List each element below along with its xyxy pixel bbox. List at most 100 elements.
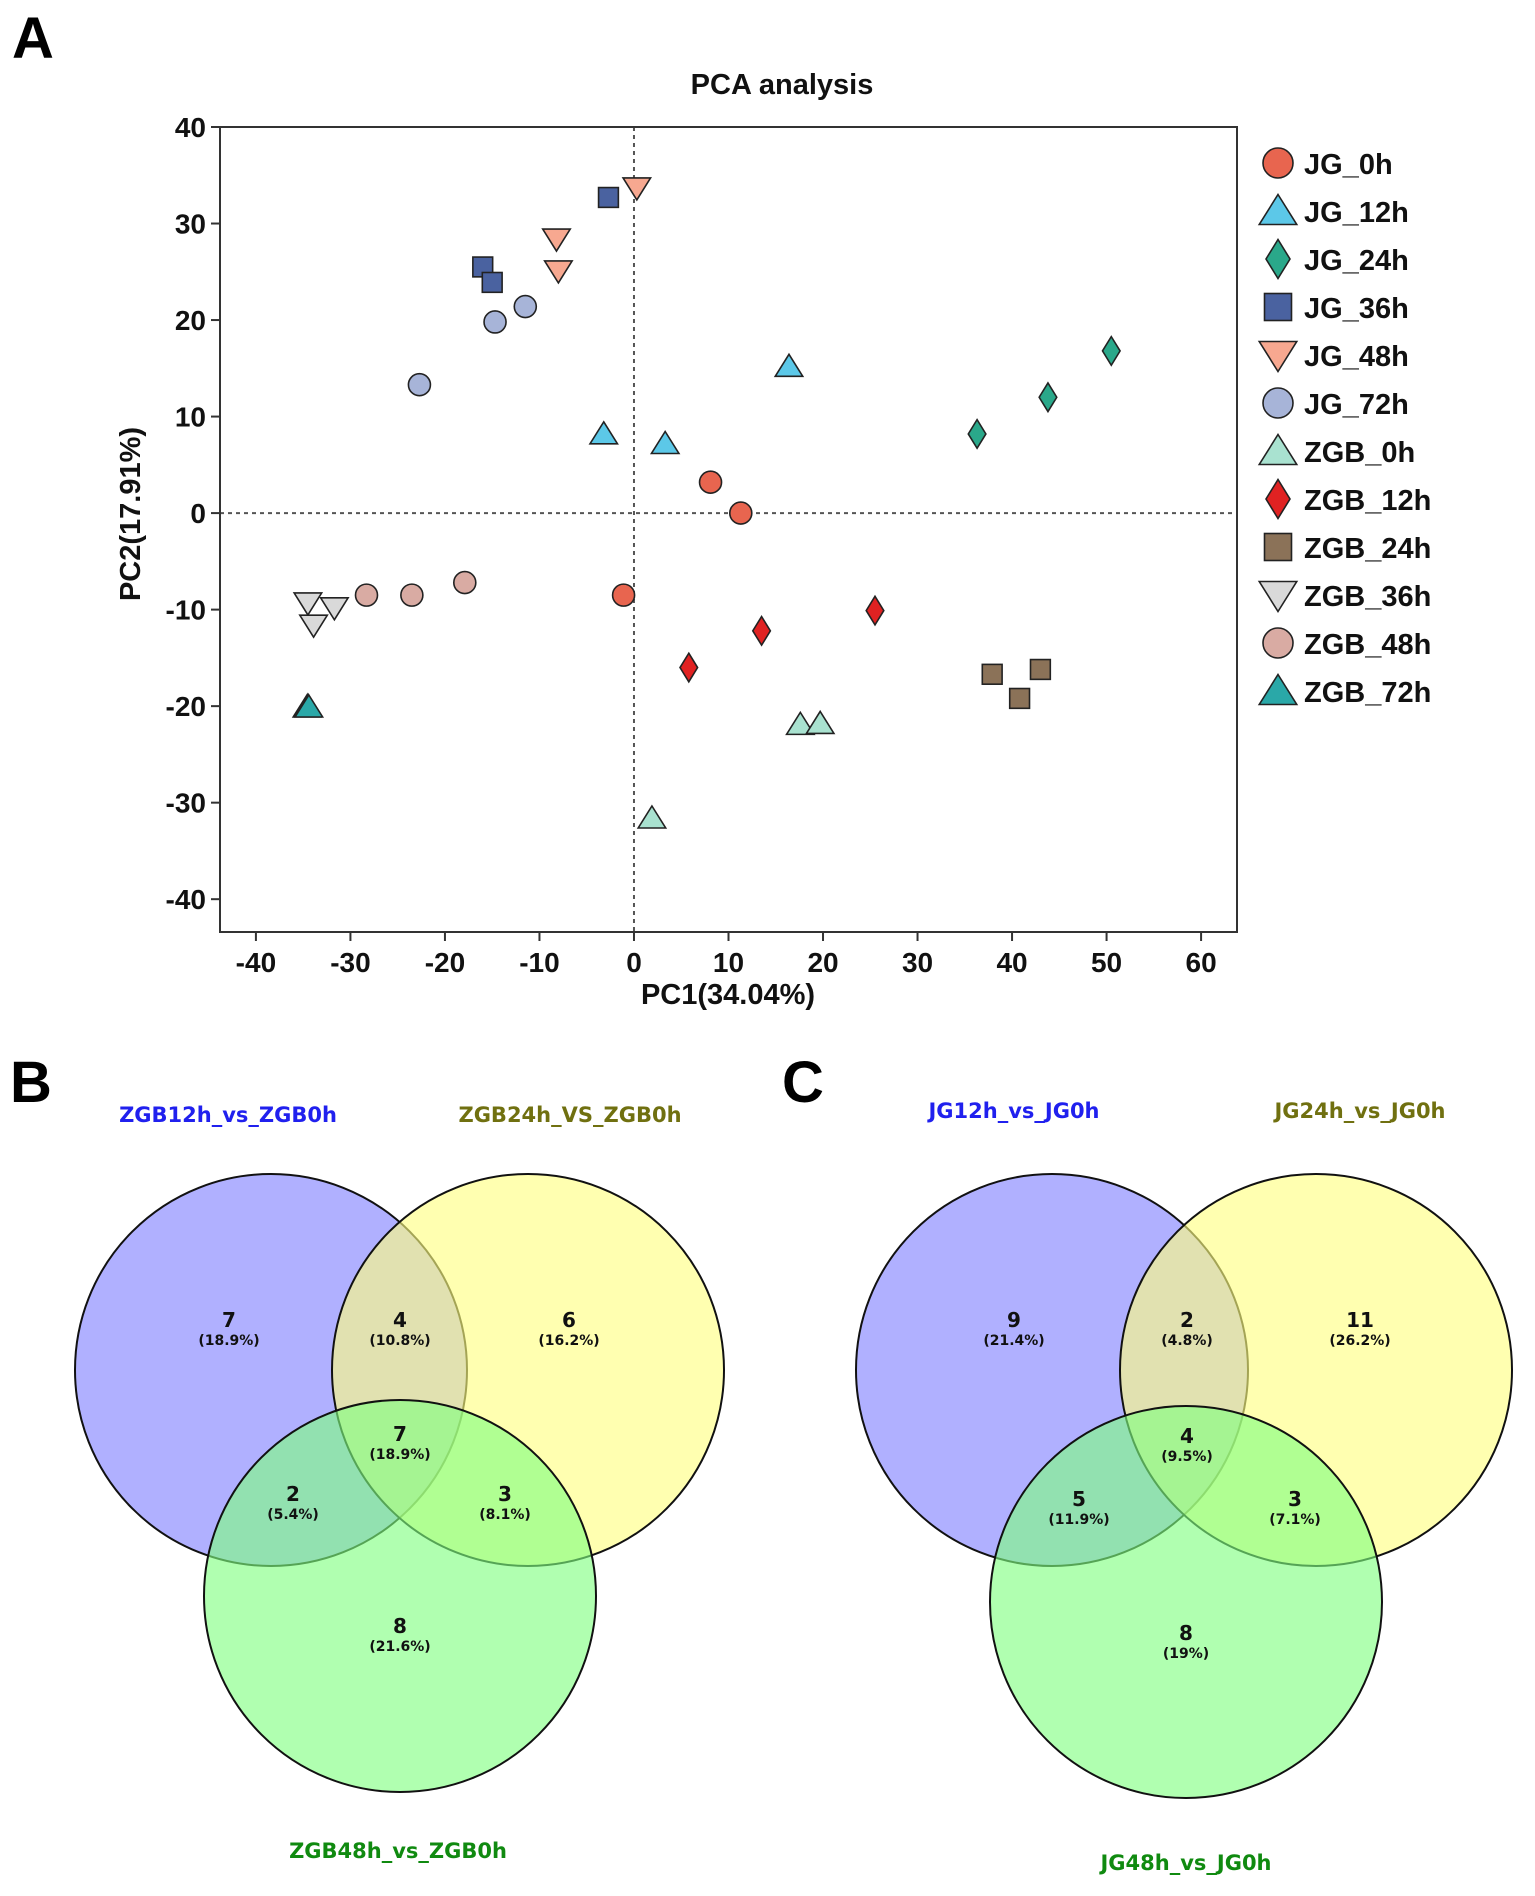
data-point-zgb-36h [298,614,329,639]
legend-marker-jg-48h [1257,340,1299,374]
venn-region-percent: (4.8%) [1161,1333,1213,1349]
venn-region-count: 4 [393,1308,407,1332]
legend-label: JG_72h [1304,389,1409,421]
legend-marker-zgb-24h [1263,532,1293,562]
venn-region-percent: (16.2%) [538,1333,599,1349]
legend-label: ZGB_12h [1304,485,1431,517]
venn-region-percent: (18.9%) [198,1333,259,1349]
legend-marker-jg-72h [1262,387,1294,419]
legend-marker-zgb-0h [1257,432,1299,466]
legend-label: JG_24h [1304,245,1409,277]
y-tick-label: 20 [175,305,206,336]
data-point-jg-72h [407,372,432,397]
data-point-zgb-12h [679,651,699,684]
pca-points [291,177,1122,829]
venn-region-percent: (7.1%) [1269,1512,1321,1528]
data-point-jg-0h [728,501,753,525]
venn-region-count: 6 [562,1308,576,1332]
venn-circle-c [989,1405,1383,1799]
venn-region-percent: (10.8%) [369,1333,430,1349]
venn-set-label: JG12h_vs_JG0h [926,1099,1099,1123]
y-tick-label: -30 [166,788,206,819]
data-point-jg-48h [541,228,572,253]
y-tick-label: 30 [175,209,206,240]
data-point-jg-36h [597,186,620,209]
x-tick-label: -20 [425,947,465,978]
data-point-jg-36h [481,271,503,294]
venn-region-count: 7 [393,1422,407,1446]
legend-label: JG_12h [1304,197,1409,229]
panel-label-b: B [10,1050,52,1115]
legend-marker-jg-36h [1263,292,1293,322]
data-point-jg-24h [1101,335,1122,367]
venn-diagram-c: JG12h_vs_JG0h JG24h_vs_JG0h JG48h_vs_JG0h 9… [855,1099,1513,1875]
legend-label: JG_36h [1304,293,1409,325]
data-point-jg-72h [513,294,538,319]
venn-region-count: 2 [286,1482,300,1506]
data-point-jg-24h [1038,381,1058,414]
data-point-zgb-36h [319,596,350,622]
y-tick-label: -40 [166,884,206,915]
data-point-jg-12h [773,352,805,378]
venn-set-label: JG48h_vs_JG0h [1098,1851,1271,1875]
legend-label: JG_48h [1304,341,1409,373]
data-point-zgb-48h [452,570,477,595]
data-point-jg-72h [483,310,507,334]
legend-marker-jg-24h [1265,237,1291,281]
venn-region-percent: (11.9%) [1048,1512,1109,1528]
x-tick-label: -30 [330,947,370,978]
x-tick-label: 60 [1186,947,1217,978]
data-point-jg-24h [967,418,987,450]
legend-marker-zgb-12h [1265,477,1291,521]
venn-region-percent: (9.5%) [1161,1449,1213,1465]
x-axis-label: PC1(34.04%) [641,979,815,1011]
legend-marker-zgb-48h [1262,627,1294,659]
venn-set-label: JG24h_vs_JG0h [1272,1099,1445,1123]
x-tick-label: 30 [902,947,933,978]
x-tick-label: 40 [996,947,1027,978]
legend-label: ZGB_72h [1304,677,1431,709]
y-tick-label: 40 [175,112,206,143]
venn-region-count: 3 [498,1482,512,1506]
legend-label: ZGB_0h [1304,437,1415,469]
data-point-zgb-24h [981,663,1003,685]
venn-set-label: ZGB24h_VS_ZGB0h [458,1103,681,1127]
data-point-zgb-12h [751,615,772,647]
data-point-zgb-48h [354,583,379,607]
data-point-jg-48h [543,260,574,285]
x-tick-label: 10 [713,947,744,978]
legend-label: ZGB_48h [1304,629,1431,661]
data-point-jg-48h [621,177,653,202]
venn-set-label: ZGB12h_vs_ZGB0h [119,1103,337,1127]
x-tick-label: 20 [807,947,838,978]
venn-region-percent: (26.2%) [1329,1333,1390,1349]
venn-region-count: 9 [1007,1308,1021,1332]
data-point-zgb-12h [865,594,885,627]
venn-region-count: 7 [222,1308,236,1332]
pca-reference-lines [220,127,1237,932]
y-axis-label: PC2(17.91%) [115,427,147,601]
data-point-zgb-0h [636,804,668,829]
venn-region-percent: (8.1%) [479,1507,531,1523]
legend-marker-jg-0h [1262,147,1294,179]
venn-region-percent: (19%) [1163,1646,1209,1662]
data-point-zgb-48h [400,583,424,607]
data-point-zgb-24h [1008,687,1031,710]
panel-label-c: C [782,1050,824,1115]
legend-label: ZGB_24h [1304,533,1431,565]
venn-region-count: 8 [1179,1621,1193,1645]
y-tick-label: 0 [190,498,206,529]
data-point-zgb-0h [785,710,816,736]
venn-region-percent: (21.4%) [983,1333,1044,1349]
legend-label: JG_0h [1304,149,1393,181]
y-tick-label: -20 [166,691,206,722]
data-point-jg-12h [649,429,681,455]
x-tick-label: -40 [236,947,276,978]
panel-label-a: A [12,6,54,71]
venn-diagram-b: ZGB12h_vs_ZGB0h ZGB24h_VS_ZGB0h ZGB48h_vs_… [74,1103,725,1863]
legend: JG_0h JG_12h JG_24h JG_36h JG_48h JG_72h ZGB_0… [1257,147,1431,709]
venn-set-label: ZGB48h_vs_ZGB0h [289,1839,507,1863]
x-tick-label: -10 [519,947,559,978]
legend-marker-zgb-72h [1257,672,1299,706]
